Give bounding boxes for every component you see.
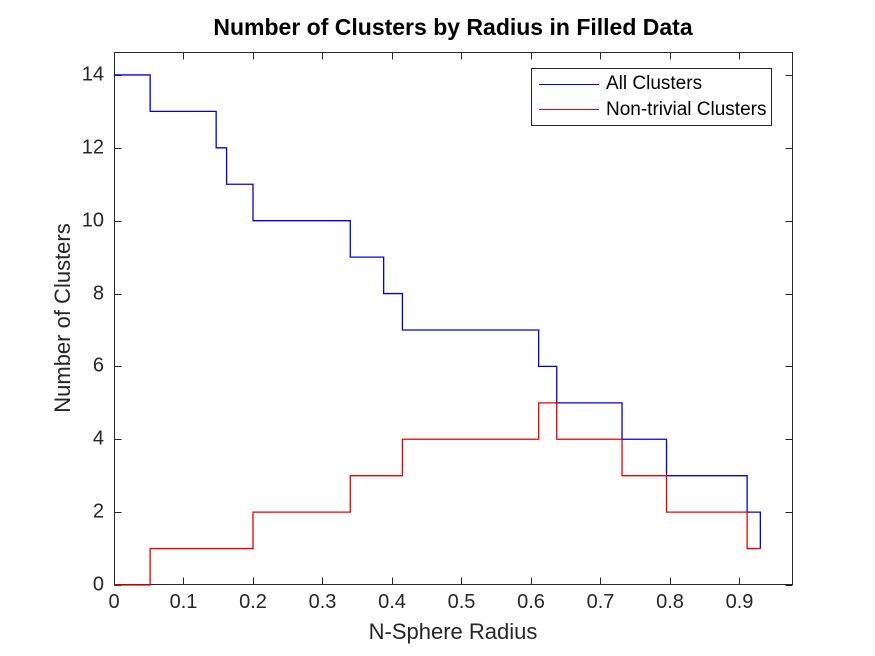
x-tick-label: 0.1 bbox=[169, 591, 198, 613]
x-tick-label: 0.4 bbox=[378, 591, 406, 613]
y-tick-label: 10 bbox=[81, 209, 104, 232]
series-line-non-trivial-clusters bbox=[114, 402, 761, 586]
y-tick-label: 8 bbox=[92, 282, 104, 305]
x-axis-label: N-Sphere Radius bbox=[368, 619, 538, 644]
y-tick-label: 12 bbox=[81, 136, 104, 159]
series-line-all-clusters bbox=[114, 74, 761, 549]
legend-entry-non-trivial-clusters: Non-trivial Clusters bbox=[532, 98, 771, 122]
legend: All Clusters Non-trivial Clusters bbox=[531, 68, 772, 126]
y-tick-label: 6 bbox=[92, 354, 104, 377]
x-tick-label: 0.2 bbox=[239, 591, 267, 613]
x-tick-label: 0.8 bbox=[656, 591, 684, 613]
x-tick-label: 0.7 bbox=[586, 591, 615, 613]
x-tick-label: 0 bbox=[108, 591, 120, 613]
legend-line-sample-blue bbox=[539, 83, 599, 85]
y-tick-label: 2 bbox=[92, 500, 104, 523]
plot-area bbox=[114, 52, 793, 586]
legend-label: All Clusters bbox=[606, 73, 703, 95]
y-tick-label: 4 bbox=[92, 427, 104, 450]
y-tick-label: 14 bbox=[81, 63, 104, 86]
x-tick-label: 0.5 bbox=[447, 591, 476, 613]
chart-title: Number of Clusters by Radius in Filled D… bbox=[213, 14, 693, 40]
axes-box bbox=[114, 52, 793, 585]
x-tick-label: 0.6 bbox=[517, 591, 545, 613]
x-tick-label: 0.9 bbox=[725, 591, 754, 613]
legend-line-sample-red bbox=[539, 109, 599, 111]
x-tick-label: 0.3 bbox=[308, 591, 337, 613]
y-tick-label: 0 bbox=[92, 573, 104, 596]
legend-entry-all-clusters: All Clusters bbox=[532, 72, 771, 96]
y-axis-label: Number of Clusters bbox=[50, 223, 75, 413]
legend-label: Non-trivial Clusters bbox=[606, 98, 767, 120]
